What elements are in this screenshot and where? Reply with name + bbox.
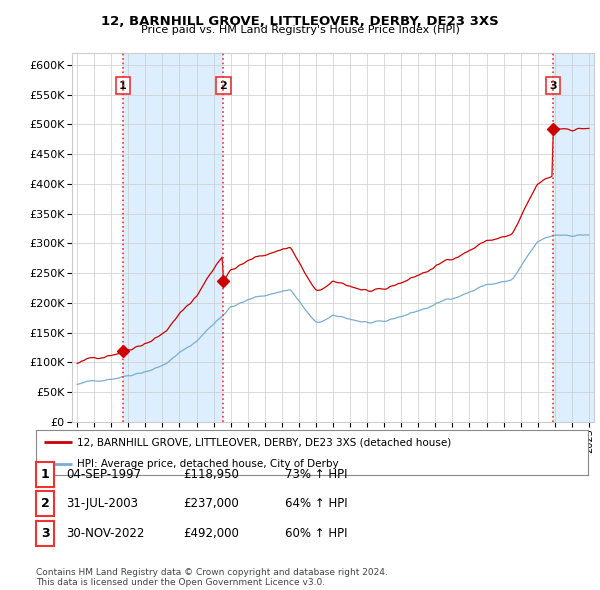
Text: £237,000: £237,000 <box>183 497 239 510</box>
Text: 60% ↑ HPI: 60% ↑ HPI <box>285 527 347 540</box>
Text: £492,000: £492,000 <box>183 527 239 540</box>
Text: 2: 2 <box>41 497 49 510</box>
Text: 1: 1 <box>41 468 49 481</box>
Text: 04-SEP-1997: 04-SEP-1997 <box>66 468 141 481</box>
Bar <box>123 53 223 422</box>
Text: 3: 3 <box>550 81 557 91</box>
Text: Price paid vs. HM Land Registry's House Price Index (HPI): Price paid vs. HM Land Registry's House … <box>140 25 460 35</box>
Text: 12, BARNHILL GROVE, LITTLEOVER, DERBY, DE23 3XS: 12, BARNHILL GROVE, LITTLEOVER, DERBY, D… <box>101 15 499 28</box>
Text: 12, BARNHILL GROVE, LITTLEOVER, DERBY, DE23 3XS (detached house): 12, BARNHILL GROVE, LITTLEOVER, DERBY, D… <box>77 437 452 447</box>
Text: Contains HM Land Registry data © Crown copyright and database right 2024.
This d: Contains HM Land Registry data © Crown c… <box>36 568 388 587</box>
Text: 30-NOV-2022: 30-NOV-2022 <box>66 527 145 540</box>
Text: 1: 1 <box>119 81 127 91</box>
Text: 2: 2 <box>220 81 227 91</box>
Text: 73% ↑ HPI: 73% ↑ HPI <box>285 468 347 481</box>
Bar <box>553 53 594 422</box>
Text: 31-JUL-2003: 31-JUL-2003 <box>66 497 138 510</box>
Text: £118,950: £118,950 <box>183 468 239 481</box>
Text: 64% ↑ HPI: 64% ↑ HPI <box>285 497 347 510</box>
Text: HPI: Average price, detached house, City of Derby: HPI: Average price, detached house, City… <box>77 458 339 468</box>
Text: 3: 3 <box>41 527 49 540</box>
